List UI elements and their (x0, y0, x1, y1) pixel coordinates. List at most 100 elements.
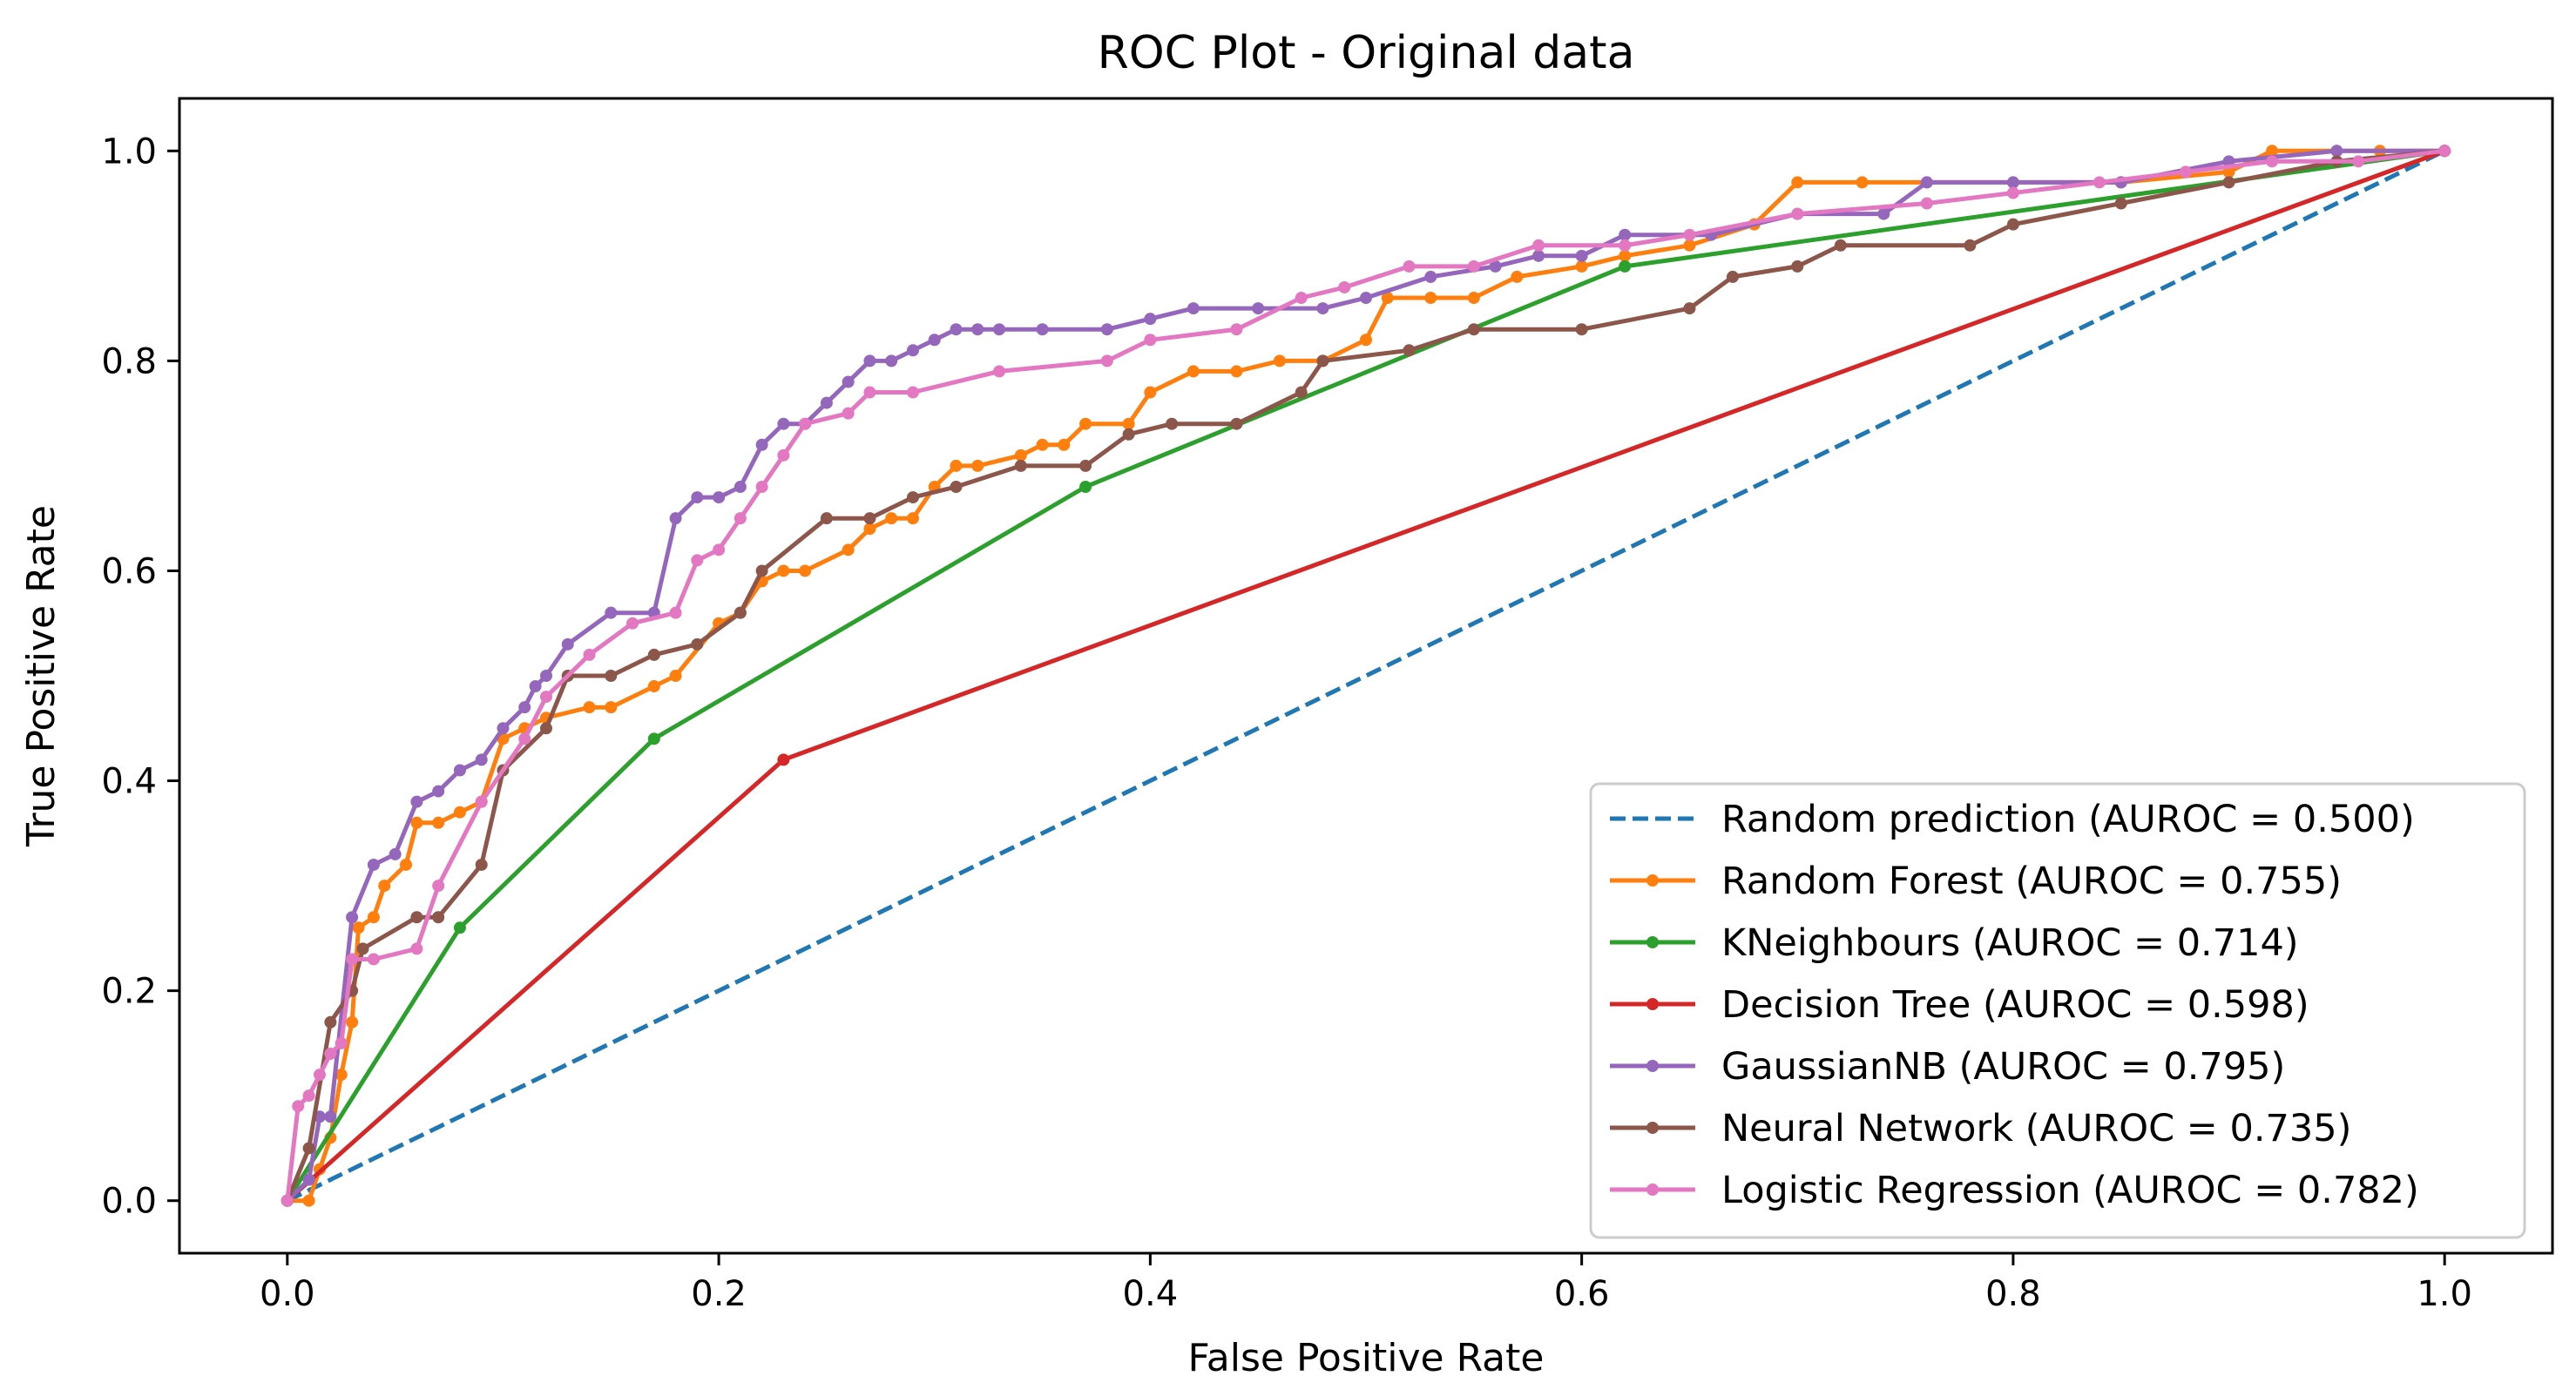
data-point (313, 1069, 326, 1082)
data-point (1791, 207, 1804, 220)
data-point (1144, 334, 1157, 347)
data-point (2352, 155, 2365, 168)
data-point (1489, 260, 1502, 273)
data-point (2266, 155, 2279, 168)
data-point (1424, 270, 1437, 283)
data-point (626, 617, 639, 630)
data-point (885, 512, 898, 525)
data-point (863, 512, 876, 525)
data-point (1467, 323, 1480, 336)
data-point (1683, 228, 1696, 241)
data-point (1187, 302, 1200, 315)
data-point (1467, 292, 1480, 305)
data-point (993, 365, 1006, 378)
data-point (1295, 386, 1308, 399)
data-point (539, 691, 552, 704)
data-point (475, 795, 488, 808)
data-point (1100, 354, 1113, 368)
data-point (647, 680, 660, 693)
data-point (691, 637, 704, 651)
data-point (755, 438, 768, 451)
data-point (561, 637, 574, 651)
data-point (1079, 417, 1092, 430)
data-point (777, 448, 790, 462)
data-point (1036, 438, 1049, 451)
data-point (529, 680, 542, 693)
data-point (820, 396, 833, 409)
legend-box (1589, 782, 2526, 1239)
x-tick-label: 0.2 (691, 1274, 747, 1314)
data-point (518, 732, 531, 745)
data-point (367, 911, 380, 924)
x-tick-label: 0.6 (1554, 1274, 1610, 1314)
chart-title: ROC Plot - Original data (1098, 27, 1635, 79)
data-point (993, 323, 1006, 336)
data-point (367, 858, 380, 871)
x-tick-label: 0.0 (260, 1274, 315, 1314)
series-line (285, 148, 2445, 1202)
data-point (842, 407, 855, 420)
legend-label: Logistic Regression (AUROC = 0.782) (1721, 1169, 2419, 1212)
data-point (906, 386, 919, 399)
data-point (1726, 270, 1739, 283)
data-point (583, 701, 596, 714)
data-point (1166, 417, 1179, 430)
data-point (453, 921, 466, 934)
data-point (378, 880, 391, 893)
data-point (842, 375, 855, 388)
data-point (1920, 197, 1933, 210)
legend-label: Decision Tree (AUROC = 0.598) (1721, 983, 2309, 1027)
data-point (2093, 176, 2106, 189)
data-point (1014, 459, 1027, 472)
data-point (906, 344, 919, 357)
data-point (906, 491, 919, 504)
data-point (1575, 260, 1588, 273)
data-point (2438, 145, 2451, 158)
data-point (432, 785, 445, 798)
legend-label: KNeighbours (AUROC = 0.714) (1721, 921, 2299, 965)
data-point (1252, 302, 1265, 315)
legend-marker (1646, 1122, 1659, 1134)
data-point (2006, 186, 2019, 199)
y-tick-label: 0.2 (101, 972, 157, 1012)
data-point (1403, 260, 1416, 273)
data-point (518, 701, 531, 714)
data-point (1100, 323, 1113, 336)
data-point (2330, 145, 2343, 158)
data-point (863, 354, 876, 368)
data-point (1619, 239, 1632, 252)
data-point (863, 523, 876, 536)
x-tick-label: 1.0 (2417, 1274, 2472, 1314)
data-point (410, 942, 423, 955)
data-point (1791, 176, 1804, 189)
data-point (1014, 448, 1027, 462)
data-point (410, 911, 423, 924)
data-point (1964, 239, 1977, 252)
data-point (346, 911, 359, 924)
data-point (777, 753, 790, 766)
data-point (2006, 218, 2019, 231)
data-point (605, 701, 618, 714)
data-point (453, 806, 466, 819)
data-point (432, 816, 445, 829)
data-point (324, 1047, 337, 1060)
data-point (1619, 260, 1632, 273)
data-point (335, 1036, 348, 1049)
legend-marker (1646, 1060, 1659, 1072)
legend-label: Random Forest (AUROC = 0.755) (1721, 860, 2342, 903)
data-point (755, 481, 768, 494)
y-axis-label: True Positive Rate (19, 505, 64, 847)
data-point (647, 732, 660, 745)
data-point (928, 334, 941, 347)
series-line (286, 149, 2446, 1203)
data-point (1187, 365, 1200, 378)
data-point (1338, 280, 1351, 293)
data-point (734, 606, 747, 619)
data-point (950, 481, 963, 494)
data-point (2180, 165, 2193, 179)
data-point (2006, 176, 2019, 189)
data-point (1532, 239, 1545, 252)
data-point (453, 764, 466, 777)
data-point (2266, 145, 2279, 158)
